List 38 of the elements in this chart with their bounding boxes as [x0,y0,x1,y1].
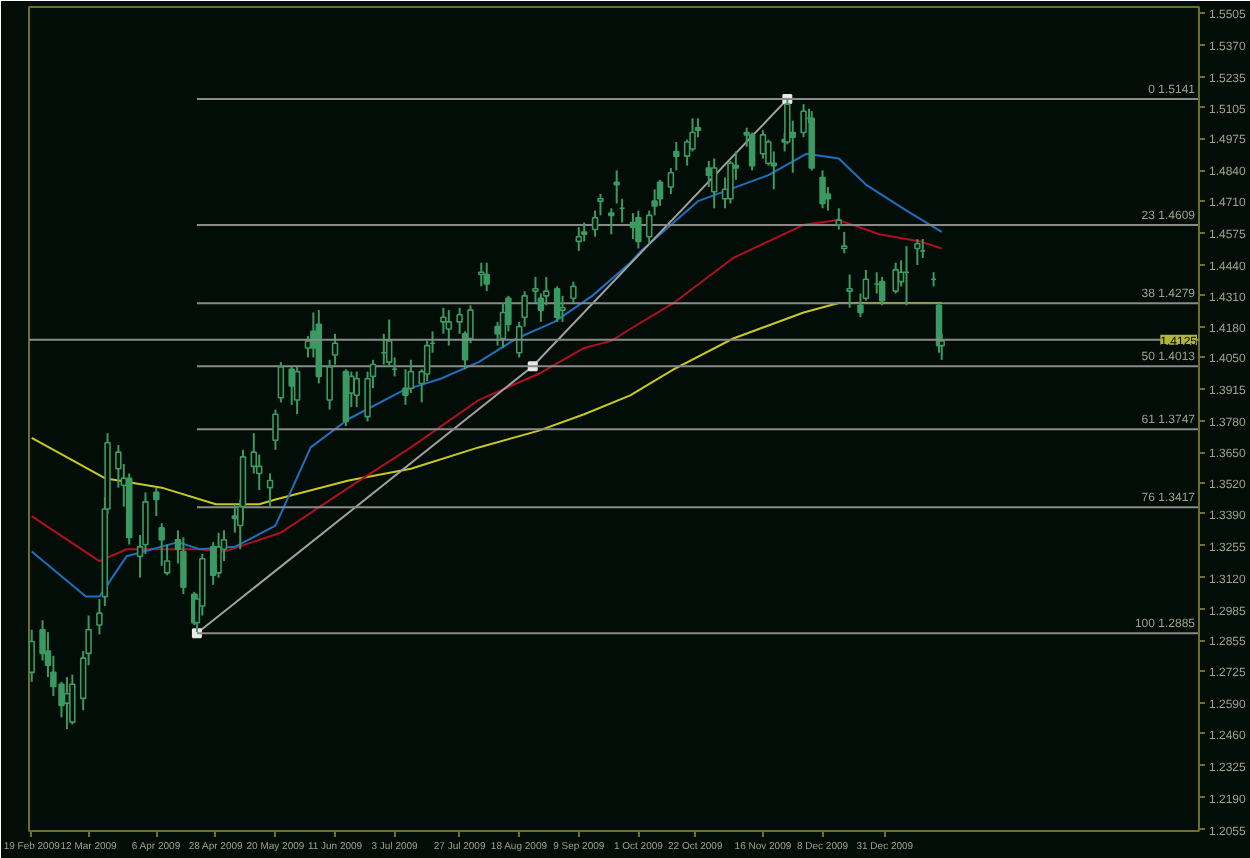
candlestick [835,207,843,231]
candlestick [478,261,485,288]
candlestick [532,275,539,304]
candlestick [180,536,187,596]
candlestick [158,522,165,567]
candlestick [483,261,490,293]
candlestick [846,273,853,309]
candlestick [570,280,577,304]
candlestick [288,365,295,406]
candlestick [878,275,886,307]
candlestick [914,238,921,267]
candlestick [385,318,393,368]
candlestick [553,285,561,323]
candlestick [153,486,160,518]
candlestick [272,408,279,451]
candlestick [608,207,615,236]
candlestick [293,365,301,416]
candlestick [892,261,899,295]
candlestick [353,370,360,409]
candlestick [727,159,734,205]
candlestick [402,368,409,406]
candlestick [559,294,566,323]
candlestick [69,673,76,726]
candlestick [656,178,664,207]
candlestick [96,597,103,636]
candlestick [645,209,653,245]
candlestick [575,226,583,252]
candlestick [651,188,658,217]
candlestick [215,531,222,579]
candlestick [748,131,756,172]
candlestick [445,309,453,347]
candlestick [277,361,285,404]
candlestick [635,209,642,250]
candlestick [819,169,826,210]
candlestick [840,230,848,255]
candlestick [580,221,588,243]
line-series [30,152,943,598]
candlestick [710,157,718,210]
